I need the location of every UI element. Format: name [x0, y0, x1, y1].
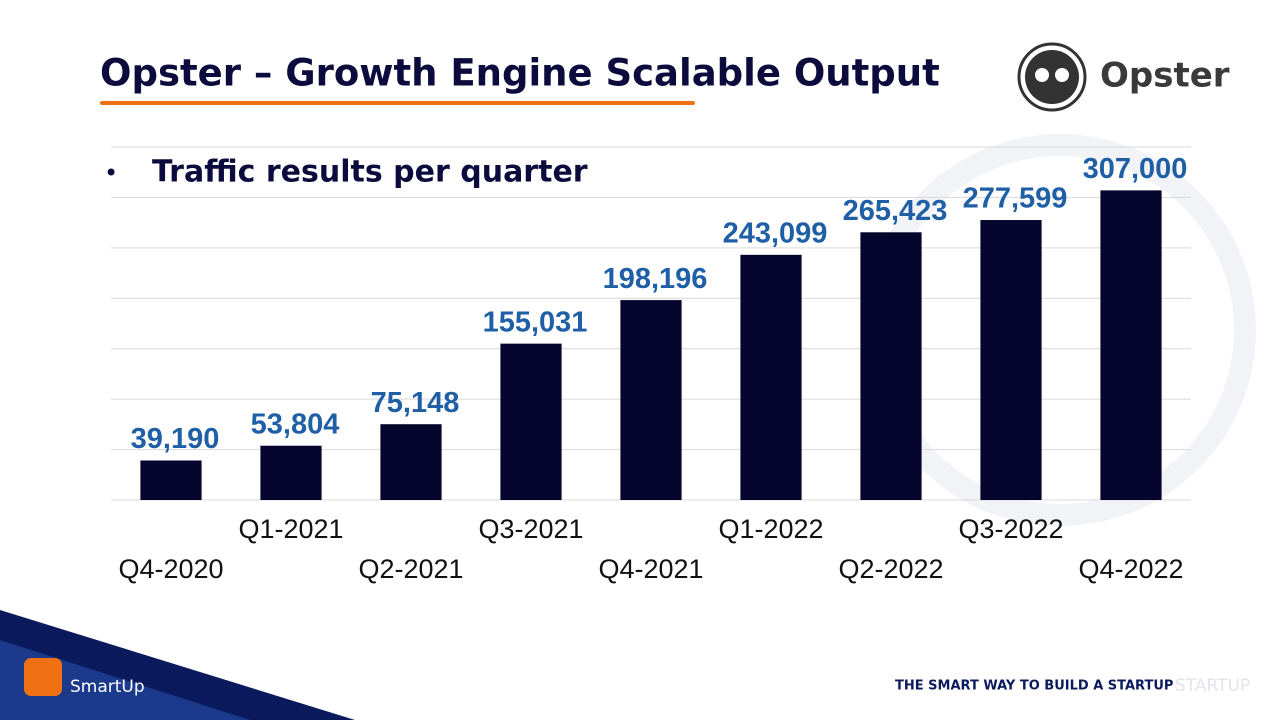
bar: [1100, 190, 1162, 500]
value-label: 39,190: [131, 423, 220, 455]
x-tick-label: Q1-2022: [718, 514, 823, 544]
logo-text: Opster: [1100, 56, 1230, 96]
value-label: 265,423: [843, 195, 948, 227]
x-tick-label: Q3-2021: [478, 514, 583, 544]
watermark-text: STARTUP: [1175, 676, 1250, 696]
value-label: 277,599: [963, 183, 1068, 215]
bar: [860, 232, 922, 500]
opster-logo: Opster: [1017, 42, 1230, 112]
logo-eye: [1055, 68, 1069, 82]
x-tick-label: Q1-2021: [238, 514, 343, 544]
logo-face: [1025, 50, 1079, 104]
slide-title: Opster – Growth Engine Scalable Output: [100, 52, 940, 95]
logo-eye: [1035, 68, 1049, 82]
bullet-dot: •: [104, 159, 118, 187]
value-label: 243,099: [723, 217, 828, 249]
bar: [740, 254, 802, 500]
x-tick-label: Q4-2020: [118, 554, 223, 584]
bar: [260, 445, 322, 500]
value-label: 53,804: [251, 408, 340, 440]
x-tick-label: Q4-2021: [598, 554, 703, 584]
x-tick-label: Q2-2021: [358, 554, 463, 584]
bar: [500, 343, 562, 500]
x-tick-label: Q3-2022: [958, 514, 1063, 544]
bar: [620, 300, 682, 500]
brand-text: SmartUp: [70, 677, 145, 697]
value-label: 307,000: [1083, 153, 1188, 185]
bullet-text: Traffic results per quarter: [152, 155, 588, 190]
tagline: THE SMART WAY TO BUILD A STARTUP: [895, 679, 1173, 694]
bar: [980, 220, 1042, 500]
x-tick-label: Q2-2022: [838, 554, 943, 584]
title-underline: [100, 101, 695, 105]
value-label: 198,196: [603, 263, 708, 295]
brand-icon: [24, 658, 62, 696]
value-label: 155,031: [483, 306, 588, 338]
corner-shape: [0, 640, 250, 720]
bar: [380, 424, 442, 500]
x-tick-label: Q4-2022: [1078, 554, 1183, 584]
bar: [140, 460, 202, 500]
value-label: 75,148: [371, 387, 460, 419]
